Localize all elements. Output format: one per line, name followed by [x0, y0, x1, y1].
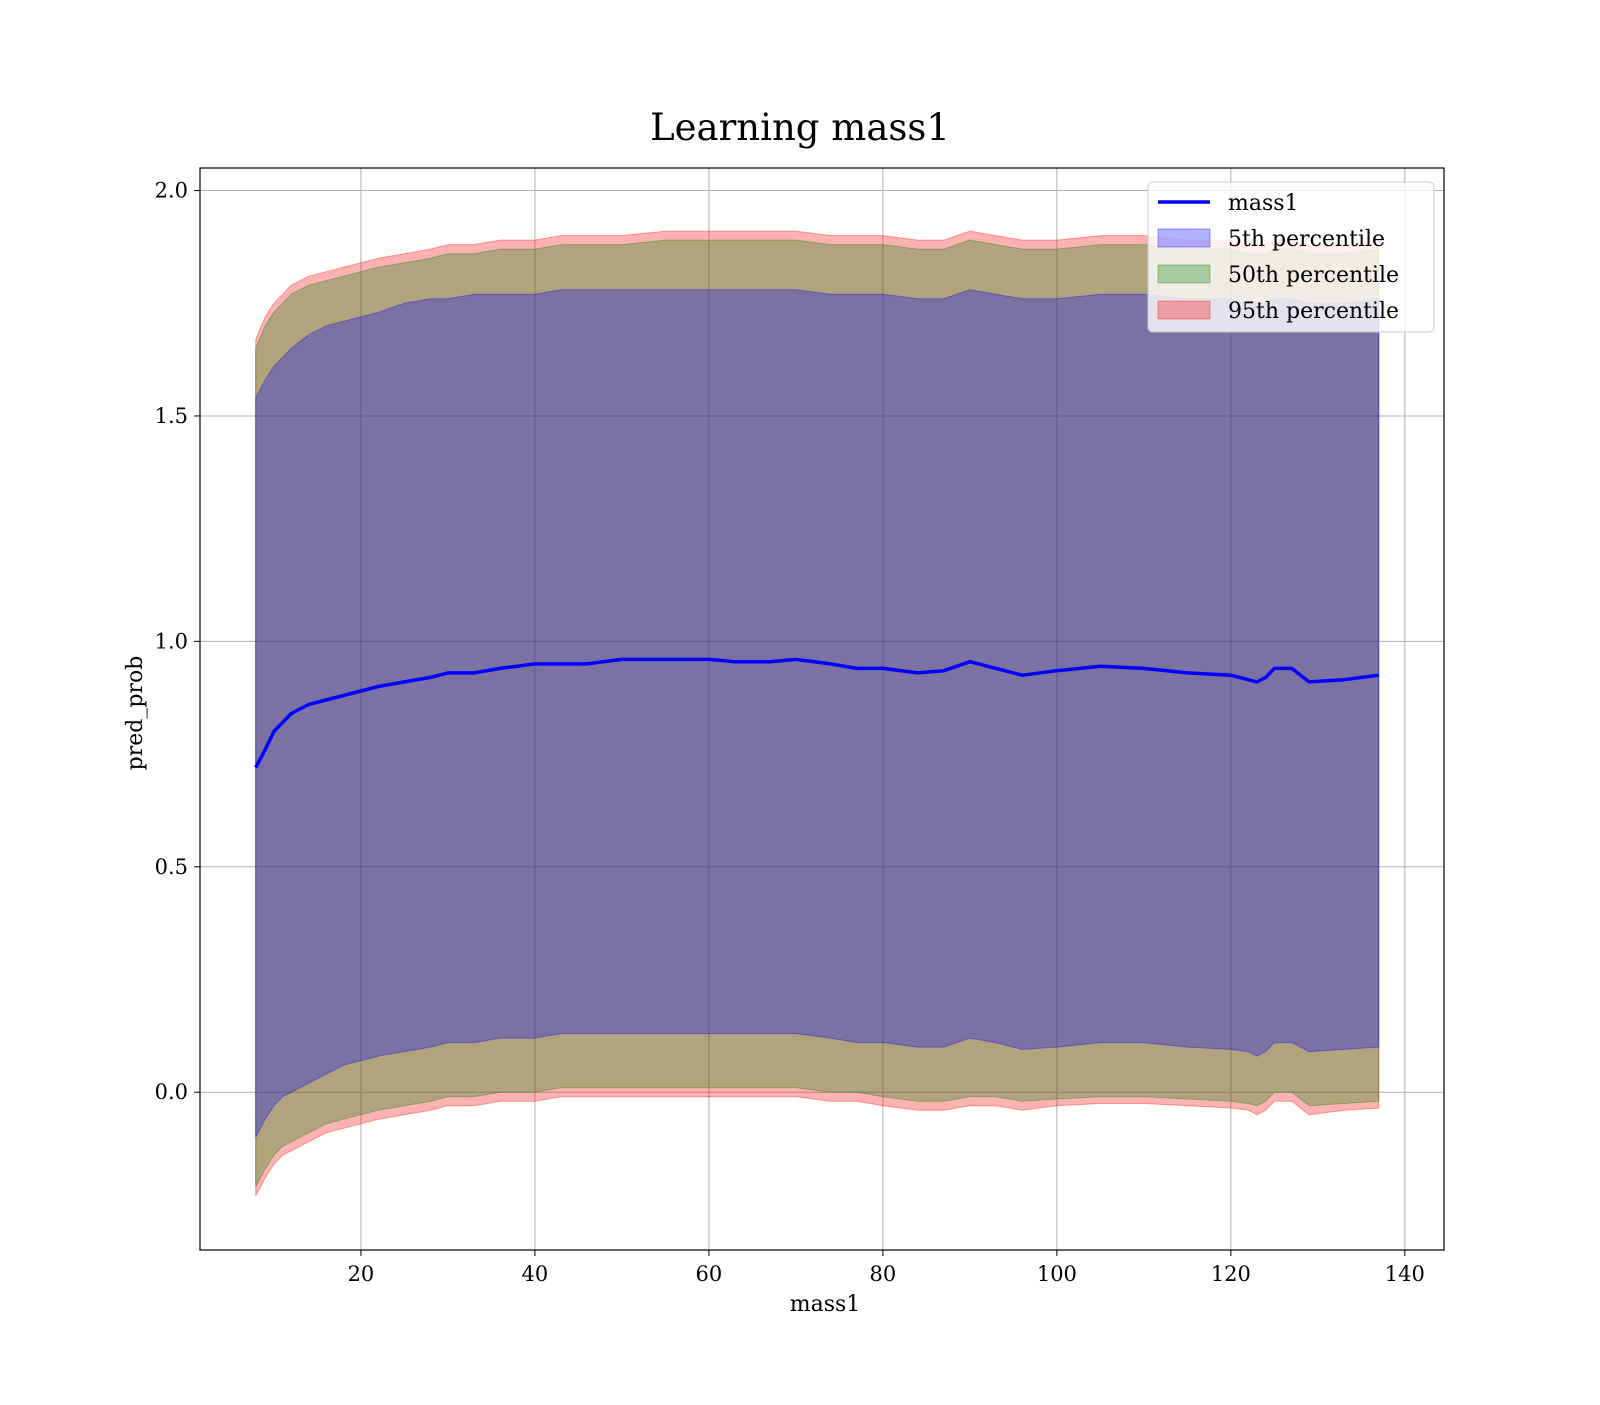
x-tick-label: 80 [870, 1262, 897, 1286]
tick-layer: 20 40 60 80 100 120 140 0.0 0.5 1.0 1.5 2.0 [155, 179, 1425, 1286]
legend-swatch-band [1157, 300, 1211, 320]
legend-box [1147, 181, 1435, 333]
x-tick-label: 40 [522, 1262, 549, 1286]
legend-swatch-band [1157, 264, 1211, 284]
y-tick-label: 1.5 [155, 404, 188, 428]
line-layer [254, 657, 1380, 769]
band-layer [255, 230, 1380, 1197]
x-axis-label: mass1 [790, 1292, 861, 1317]
plot-frame [199, 167, 1445, 1251]
y-tick-label: 2.0 [155, 179, 188, 203]
legend-swatch-band [1157, 228, 1211, 248]
y-tick-label: 1.0 [155, 629, 188, 653]
x-tick-label: 120 [1211, 1262, 1251, 1286]
y-tick-label: 0.0 [155, 1080, 188, 1104]
grid-layer [200, 168, 1444, 1250]
y-tick-label: 0.5 [155, 855, 188, 879]
band-p50 [255, 239, 1380, 1188]
band-p95 [255, 230, 1380, 1197]
legend-label: 95th percentile [1228, 299, 1399, 324]
x-tick-label: 60 [696, 1262, 723, 1286]
x-tick-label: 20 [348, 1262, 375, 1286]
legend-label: 50th percentile [1228, 263, 1399, 288]
legend-label: 5th percentile [1228, 227, 1385, 252]
legend-label: mass1 [1228, 191, 1299, 216]
y-axis-label: pred_prob [123, 656, 148, 771]
legend: mass1 5th percentile 50th percentile 95th p… [1147, 181, 1435, 333]
band-p5 [255, 289, 1380, 1138]
series-line-mass1 [254, 657, 1380, 769]
chart-title: Learning mass1 [650, 106, 950, 149]
x-tick-label: 140 [1385, 1262, 1425, 1286]
x-tick-label: 100 [1037, 1262, 1077, 1286]
